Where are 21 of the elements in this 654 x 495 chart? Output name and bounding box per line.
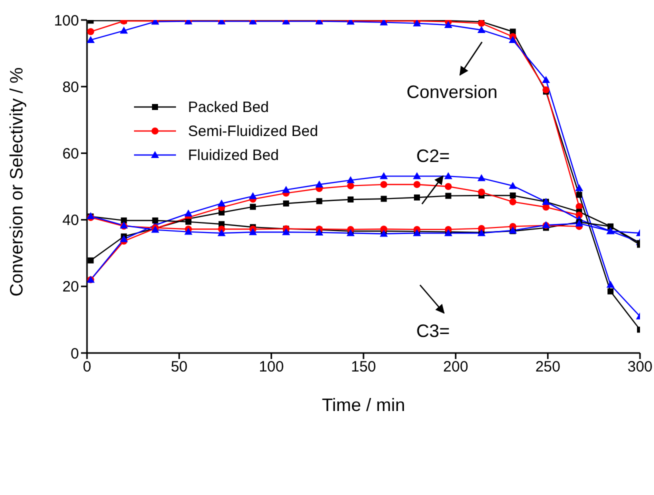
- x-tick-label: 100: [258, 358, 284, 376]
- annotation: Conversion: [406, 82, 498, 102]
- annotation: C2=: [416, 146, 450, 166]
- legend-label: Fluidized Bed: [188, 146, 279, 164]
- x-axis-title: Time / min: [322, 395, 406, 415]
- y-tick-label: 20: [62, 278, 79, 296]
- x-tick-label: 300: [627, 358, 653, 376]
- x-tick-label: 200: [443, 358, 468, 376]
- x-tick-label: 150: [350, 358, 376, 376]
- y-tick-label: 80: [62, 78, 79, 96]
- x-tick-label: 50: [170, 358, 188, 376]
- x-tick-label: 0: [82, 358, 92, 376]
- y-tick-label: 0: [70, 345, 79, 362]
- x-tick-label: 250: [535, 358, 560, 376]
- legend-label: Packed Bed: [188, 98, 269, 116]
- legend-label: Semi-Fluidized Bed: [188, 122, 318, 140]
- y-tick-label: 60: [62, 146, 79, 163]
- annotation: C3=: [416, 320, 450, 341]
- y-tick-label: 40: [62, 212, 79, 230]
- y-axis-title: Conversion or Selectivity / %: [6, 67, 26, 296]
- y-tick-label: 100: [54, 12, 79, 30]
